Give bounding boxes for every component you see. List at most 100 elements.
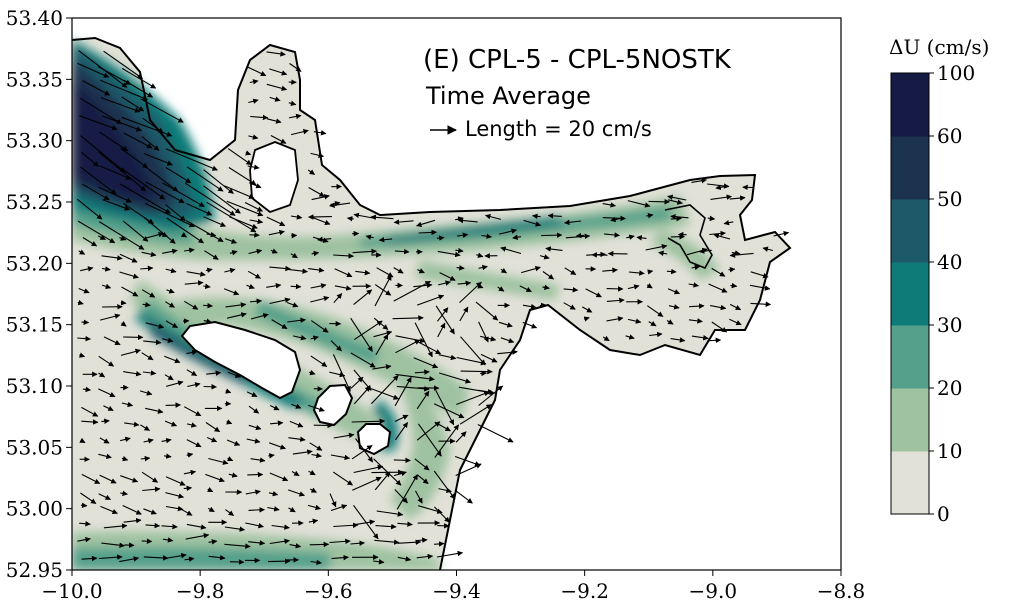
velocity-arrow: [547, 213, 562, 219]
velocity-arrow: [478, 321, 489, 343]
velocity-arrow: [145, 322, 165, 329]
velocity-arrow: [205, 267, 213, 273]
velocity-arrow: [145, 522, 161, 529]
x-tick-label: −9.4: [432, 579, 481, 603]
velocity-arrow: [610, 216, 625, 223]
velocity-arrow: [223, 185, 255, 199]
velocity-arrow: [434, 424, 460, 458]
velocity-arrow: [667, 288, 681, 295]
velocity-arrow: [750, 301, 772, 307]
velocity-arrow: [161, 437, 172, 444]
colorbar-segment: [891, 325, 929, 389]
velocity-arrow: [120, 490, 128, 497]
velocity-arrow: [208, 554, 226, 561]
velocity-arrow: [459, 306, 469, 322]
velocity-arrow: [120, 299, 127, 306]
velocity-arrow: [435, 305, 455, 335]
velocity-arrow: [101, 255, 123, 261]
velocity-arrow: [165, 167, 192, 184]
velocity-arrow: [101, 542, 125, 548]
velocity-arrow: [271, 524, 290, 530]
velocity-arrow: [688, 282, 699, 288]
velocity-arrow: [205, 473, 225, 483]
velocity-arrow: [352, 476, 382, 491]
velocity-arrow: [248, 134, 259, 140]
velocity-arrow: [184, 556, 195, 562]
velocity-arrow: [372, 364, 392, 370]
velocity-arrow: [184, 182, 236, 216]
velocity-arrow: [710, 304, 727, 311]
velocity-arrow: [710, 194, 733, 200]
velocity-arrow: [439, 272, 456, 281]
velocity-arrow: [165, 148, 218, 171]
velocity-arrow: [636, 235, 647, 241]
velocity-arrow: [564, 267, 577, 276]
velocity-arrow: [396, 385, 430, 392]
velocity-arrow: [103, 405, 114, 411]
velocity-arrow: [691, 178, 707, 184]
velocity-arrow: [395, 373, 435, 382]
velocity-arrow: [207, 486, 214, 493]
velocity-arrow: [142, 117, 164, 134]
velocity-arrow: [288, 268, 308, 274]
velocity-arrow: [186, 349, 198, 356]
velocity-arrow: [698, 248, 712, 254]
velocity-arrow: [353, 320, 383, 341]
velocity-arrow: [353, 289, 373, 306]
velocity-arrow: [250, 298, 263, 304]
velocity-arrow: [307, 504, 321, 511]
velocity-arrow: [288, 436, 306, 442]
velocity-arrow: [484, 213, 502, 220]
velocity-arrow: [181, 509, 193, 516]
velocity-arrow: [397, 521, 413, 527]
velocity-arrow: [143, 165, 179, 192]
velocity-arrow: [98, 554, 123, 560]
velocity-arrow: [396, 474, 418, 510]
velocity-arrow: [455, 247, 464, 254]
velocity-arrow: [103, 523, 128, 529]
velocity-arrow: [250, 457, 266, 463]
velocity-arrow: [522, 321, 538, 329]
velocity-arrow: [541, 232, 563, 238]
velocity-arrow: [478, 264, 488, 271]
velocity-arrow: [646, 283, 653, 289]
velocity-arrow: [353, 385, 371, 405]
velocity-arrow: [330, 454, 351, 461]
velocity-arrow: [627, 284, 640, 290]
velocity-arrow: [291, 470, 300, 477]
velocity-arrow: [581, 306, 593, 313]
velocity-arrow: [80, 266, 94, 272]
velocity-arrow: [394, 248, 410, 255]
velocity-arrow: [648, 321, 657, 327]
velocity-arrow: [101, 266, 111, 272]
velocity-arrow: [123, 132, 153, 149]
velocity-arrow: [141, 136, 160, 151]
velocity-arrow: [417, 294, 445, 306]
y-tick-label: 53.15: [6, 313, 63, 337]
velocity-arrow: [331, 554, 349, 561]
velocity-arrow: [291, 403, 302, 409]
velocity-arrow: [186, 202, 213, 216]
velocity-arrow: [248, 405, 260, 414]
velocity-arrow: [122, 168, 166, 200]
x-tick-label: −8.8: [817, 579, 866, 603]
velocity-arrow: [248, 540, 266, 546]
velocity-arrow: [269, 538, 290, 545]
velocity-arrow: [500, 337, 515, 344]
velocity-arrow: [124, 542, 135, 548]
velocity-arrow: [98, 371, 106, 378]
velocity-arrow: [375, 523, 397, 530]
velocity-arrow: [81, 473, 101, 484]
velocity-arrow: [330, 504, 348, 512]
velocity-arrow: [268, 229, 285, 236]
velocity-arrow: [437, 322, 446, 338]
velocity-arrow: [393, 267, 404, 274]
velocity-arrow: [97, 234, 106, 240]
y-tick-label: 52.95: [6, 558, 63, 582]
velocity-arrow: [165, 505, 184, 512]
velocity-arrow: [355, 269, 371, 276]
velocity-arrow: [715, 184, 729, 191]
colorbar-segment: [891, 262, 929, 326]
x-tick-label: −9.0: [689, 579, 738, 603]
